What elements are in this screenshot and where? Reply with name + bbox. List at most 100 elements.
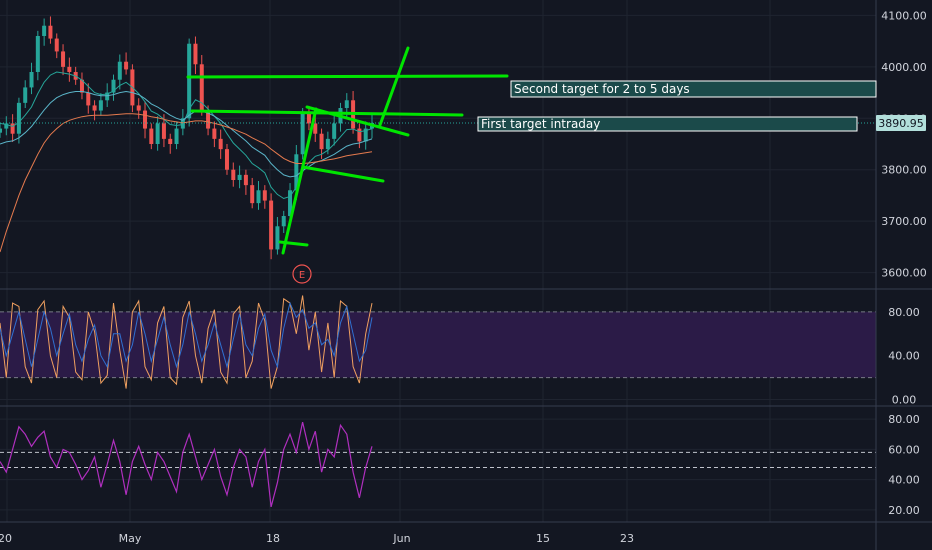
moving-average-line	[0, 71, 373, 200]
candle-body	[86, 92, 91, 106]
candle-body	[294, 154, 299, 191]
rsi-tick-label: 60.00	[888, 443, 920, 456]
candle-body	[174, 128, 179, 144]
price-tick-label: 3800.00	[881, 164, 927, 177]
candle-body	[35, 36, 40, 72]
stochastic-tick-label: 0.00	[892, 394, 917, 407]
first-target-annotation[interactable]: First target intraday	[477, 116, 858, 132]
stochastic-line	[0, 295, 373, 389]
candle-body	[92, 105, 97, 111]
candle-body	[67, 66, 72, 72]
candle-body	[155, 123, 160, 144]
candle-body	[48, 25, 53, 39]
stochastic-line	[0, 301, 373, 369]
moving-average-line	[0, 113, 373, 253]
price-axis[interactable]: 4100.004000.003900.003800.003700.003600.…	[881, 9, 927, 516]
rsi-tick-label: 40.00	[888, 474, 920, 487]
candle-body	[206, 110, 211, 129]
price-tick-label: 4000.00	[881, 61, 927, 74]
time-axis[interactable]: 20 May 18 Jun 15 23	[0, 532, 634, 545]
candle-body	[319, 133, 324, 150]
rsi-tick-label: 80.00	[888, 413, 920, 426]
second-target-label: Second target for 2 to 5 days	[514, 82, 690, 96]
drawings-layer[interactable]	[186, 46, 509, 255]
candle-body	[10, 123, 15, 134]
candle-body	[256, 190, 261, 204]
candle-body	[29, 72, 34, 88]
candle-body	[269, 200, 274, 250]
candle-body	[243, 174, 248, 186]
candle-body	[193, 43, 198, 65]
candle-body	[218, 138, 223, 150]
candle-body	[224, 149, 229, 170]
stochastic-tick-label: 80.00	[888, 306, 920, 319]
candle-body	[231, 169, 236, 180]
candle-body	[363, 128, 368, 142]
earnings-marker-label: E	[299, 270, 305, 281]
candle-body	[0, 128, 2, 133]
candle-body	[161, 123, 166, 139]
rsi-tick-label: 20.00	[888, 504, 920, 517]
time-tick-label: 15	[536, 532, 550, 545]
candle-body	[117, 61, 122, 80]
trendline[interactable]	[305, 105, 410, 137]
second-target-annotation[interactable]: Second target for 2 to 5 days	[510, 80, 877, 98]
candle-body	[357, 128, 362, 142]
time-tick-label: May	[119, 532, 142, 545]
candle-body	[344, 100, 349, 108]
current-price-label: 3890.95	[878, 117, 924, 130]
trendline[interactable]	[281, 107, 318, 255]
stochastic-tick-label: 40.00	[888, 350, 920, 363]
candle-body	[250, 185, 255, 204]
candle-body	[136, 105, 141, 111]
candle-body	[275, 226, 280, 250]
candle-body	[111, 79, 116, 93]
candle-body	[281, 216, 286, 227]
price-tick-label: 4100.00	[881, 9, 927, 22]
candle-body	[262, 190, 267, 201]
candle-body	[124, 61, 129, 70]
candle-body	[325, 138, 330, 150]
candle-body	[149, 128, 154, 144]
candle-body	[98, 100, 103, 111]
price-tick-label: 3700.00	[881, 215, 927, 228]
candle-body	[105, 92, 110, 101]
trendline[interactable]	[186, 74, 509, 79]
candle-body	[237, 174, 242, 180]
first-target-label: First target intraday	[481, 117, 600, 131]
candle-body	[168, 138, 173, 144]
trendline[interactable]	[278, 240, 309, 247]
candle-body	[16, 102, 21, 134]
candle-body	[42, 25, 47, 36]
trendline[interactable]	[378, 46, 410, 127]
series-layer	[0, 16, 876, 508]
candle-body	[54, 38, 59, 52]
time-tick-label: 23	[620, 532, 634, 545]
time-tick-label: Jun	[392, 532, 410, 545]
candle-body	[300, 113, 305, 155]
candle-body	[332, 123, 337, 139]
candle-body	[199, 64, 204, 111]
current-price-tag: 3890.95	[876, 114, 926, 131]
stochastic-band	[0, 311, 876, 469]
rsi-line	[0, 421, 373, 508]
candle-body	[4, 123, 9, 129]
candle-body	[23, 87, 28, 103]
time-tick-label: 20	[0, 532, 12, 545]
candle-body	[187, 43, 192, 119]
earnings-marker[interactable]: E	[292, 264, 312, 284]
candle-body	[306, 113, 311, 124]
candle-body	[288, 190, 293, 216]
price-tick-label: 3600.00	[881, 267, 927, 280]
trendline[interactable]	[301, 165, 385, 183]
candle-body	[313, 123, 318, 134]
candle-body	[61, 51, 66, 67]
stochastic-band-fill	[0, 311, 876, 378]
moving-average-line	[0, 90, 373, 178]
candle-body	[143, 110, 148, 129]
candle-body	[212, 128, 217, 139]
time-tick-label: 18	[266, 532, 280, 545]
